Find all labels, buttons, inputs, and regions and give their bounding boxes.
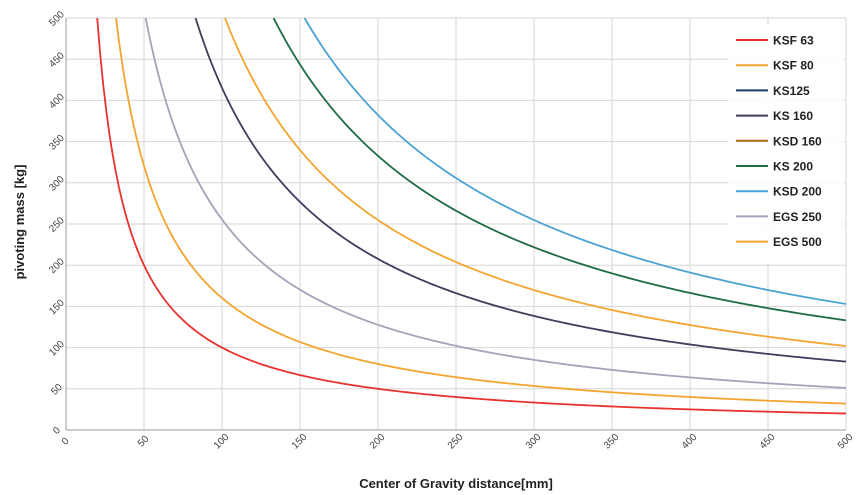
y-tick-label: 50 <box>49 382 65 398</box>
series-lines <box>96 18 846 415</box>
y-tick-label: 0 <box>51 425 63 437</box>
x-axis-title: Center of Gravity distance[mm] <box>359 476 553 491</box>
x-tick-label: 50 <box>136 434 152 450</box>
legend-label: KSF 63 <box>773 34 814 48</box>
legend-label: EGS 500 <box>773 235 822 249</box>
y-tick-label: 500 <box>47 9 67 29</box>
x-tick-label: 350 <box>602 432 622 452</box>
series-line-8 <box>224 18 846 347</box>
legend-label: KS 200 <box>773 160 813 174</box>
x-tick-label: 100 <box>212 432 232 452</box>
series-line-0 <box>96 18 846 415</box>
x-tick-label: 300 <box>524 432 544 452</box>
x-tick-labels: 0 50 100 150 200 250 300 350 400 450 500 <box>60 432 856 452</box>
legend-background <box>728 24 844 264</box>
series-line-5 <box>272 18 846 322</box>
y-tick-label: 100 <box>47 339 67 359</box>
y-tick-label: 350 <box>47 133 67 153</box>
y-axis-title: pivoting mass [kg] <box>12 165 27 280</box>
legend-label: KS125 <box>773 84 810 98</box>
legend: KSF 63 KSF 80 KS125 KS 160 KSD 160 KS 200 KSD … <box>728 24 844 264</box>
series-line-1 <box>115 18 846 405</box>
x-tick-label: 200 <box>368 432 388 452</box>
series-line-3 <box>194 18 846 363</box>
x-tick-label: 0 <box>60 435 72 447</box>
legend-label: KSF 80 <box>773 59 814 73</box>
y-tick-label: 250 <box>47 215 67 235</box>
y-tick-label: 450 <box>47 50 67 70</box>
x-tick-label: 500 <box>836 432 856 452</box>
y-tick-label: 150 <box>47 297 67 317</box>
axes <box>65 18 846 431</box>
legend-label: KSD 160 <box>773 134 822 148</box>
y-tick-labels: 0 50 100 150 200 250 300 350 400 450 500 <box>47 9 67 437</box>
y-tick-label: 400 <box>47 91 67 111</box>
series-line-7 <box>144 18 846 389</box>
x-tick-label: 150 <box>290 432 310 452</box>
x-tick-label: 400 <box>680 432 700 452</box>
x-tick-label: 450 <box>758 432 778 452</box>
x-tick-label: 250 <box>446 432 466 452</box>
series-line-6 <box>303 18 846 305</box>
y-tick-label: 200 <box>47 256 67 276</box>
legend-label: KS 160 <box>773 109 813 123</box>
legend-label: EGS 250 <box>773 210 822 224</box>
legend-label: KSD 200 <box>773 185 822 199</box>
y-tick-label: 300 <box>47 174 67 194</box>
